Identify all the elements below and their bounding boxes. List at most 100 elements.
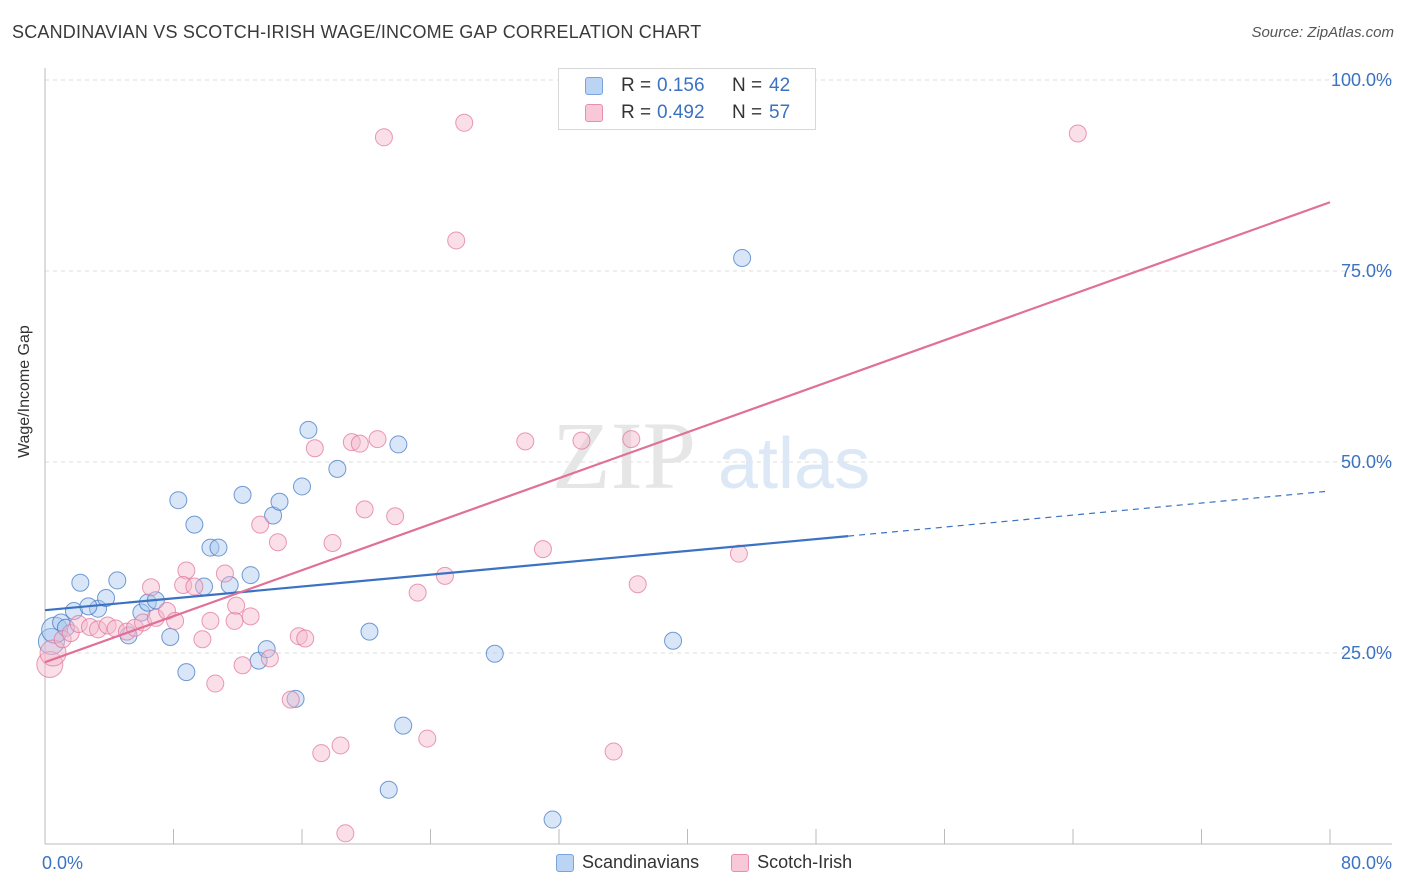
scandinavians-point — [37, 628, 65, 656]
scotch-irish-point — [69, 614, 88, 633]
scotch-irish-point — [39, 639, 67, 667]
scandinavians-point — [379, 780, 398, 799]
scotch-irish-point — [533, 540, 552, 559]
scandinavians-trend-extension — [848, 490, 1331, 537]
watermark-atlas: atlas — [718, 424, 870, 504]
legend-r-label: R = — [621, 75, 652, 96]
scotch-irish-point — [206, 674, 225, 693]
scotch-irish-point — [281, 690, 300, 709]
scotch-irish-point — [193, 630, 212, 649]
scotch-irish-point — [251, 515, 270, 534]
correlation-legend: R = 0.156 N = 42 R = 0.492 N = 57 — [558, 68, 816, 130]
watermark: ZIP atlas — [552, 402, 870, 509]
scotch-irish-point — [201, 611, 220, 630]
legend-n-value: 57 — [769, 102, 791, 123]
chart-title: SCANDINAVIAN VS SCOTCH-IRISH WAGE/INCOME… — [12, 22, 702, 42]
source-label: Source: ZipAtlas.com — [1251, 24, 1394, 41]
scotch-irish-point — [336, 824, 355, 843]
scotch-irish-point — [628, 575, 647, 594]
legend-n-value: 42 — [769, 75, 791, 96]
legend-item-scandinavians[interactable]: Scandinavians — [556, 852, 699, 873]
scandinavians-point — [543, 810, 562, 829]
scotch-irish-point — [368, 430, 387, 449]
scotch-irish-point — [350, 434, 369, 453]
scandinavians-trend-line — [44, 535, 849, 612]
scandinavians-point — [108, 571, 127, 590]
scotch-irish-point — [185, 577, 204, 596]
legend-r-label: R = — [621, 102, 652, 123]
scandinavians-point — [241, 566, 260, 585]
scotch-irish-point — [225, 611, 244, 630]
scotch-irish-point — [233, 656, 252, 675]
axes — [44, 68, 1392, 845]
scotch-irish-point — [1068, 124, 1087, 143]
scotch-irish-point — [435, 566, 454, 585]
tick-labels: 25.0% 50.0% 75.0% 100.0% 0.0% 80.0% — [42, 70, 1392, 873]
scotch-irish-point — [177, 561, 196, 580]
series-legend: Scandinavians Scotch-Irish — [556, 852, 852, 873]
legend-item-scotch-irish[interactable]: Scotch-Irish — [731, 852, 852, 873]
scandinavians-point — [233, 485, 252, 504]
scotch-irish-point — [516, 432, 535, 451]
scandinavians-point — [177, 663, 196, 682]
scotch-irish-point — [142, 578, 161, 597]
legend-swatch-pink — [585, 104, 603, 122]
legend-label-scandinavians: Scandinavians — [582, 852, 700, 872]
scandinavians-point — [169, 491, 188, 510]
scandinavians-points — [37, 249, 752, 829]
scotch-irish-point — [305, 439, 324, 458]
scandinavians-point — [328, 459, 347, 478]
gridlines — [45, 79, 1392, 654]
scotch-irish-point — [447, 231, 466, 250]
scandinavians-point — [71, 573, 90, 592]
scotch-irish-point — [572, 431, 591, 450]
scandinavians-point — [299, 420, 318, 439]
legend-swatch-pink — [731, 853, 750, 872]
scandinavians-point — [360, 622, 379, 641]
scandinavians-point — [733, 249, 752, 268]
scandinavians-point — [394, 716, 413, 735]
scotch-irish-point — [268, 533, 287, 552]
scotch-irish-point — [296, 629, 315, 648]
scotch-irish-point — [418, 729, 437, 748]
scotch-irish-point — [622, 430, 641, 449]
scotch-irish-point — [331, 736, 350, 755]
scotch-irish-point — [374, 128, 393, 147]
scotch-irish-point — [408, 583, 427, 602]
scotch-irish-point — [174, 576, 193, 595]
scotch-irish-point — [227, 596, 246, 615]
scotch-irish-point — [386, 507, 405, 526]
legend-n-label: N = — [732, 75, 763, 96]
legend-swatch-blue — [556, 853, 574, 872]
scotch-irish-point — [215, 564, 234, 583]
x-tick-label: 0.0% — [42, 853, 83, 873]
y-tick-label: 50.0% — [1341, 452, 1392, 472]
scotch-irish-points — [36, 113, 1087, 843]
scandinavians-point — [97, 588, 116, 607]
scandinavians-point — [485, 644, 504, 663]
trend-lines — [44, 201, 1331, 664]
scandinavians-point — [209, 538, 228, 557]
scotch-irish-trend-line — [44, 201, 1331, 664]
y-tick-label: 25.0% — [1341, 643, 1392, 663]
scandinavians-point — [185, 515, 204, 534]
scandinavians-point — [270, 492, 289, 511]
scotch-irish-point — [604, 742, 623, 761]
legend-label-scotch-irish: Scotch-Irish — [757, 852, 853, 872]
legend-r-value: 0.492 — [657, 102, 705, 123]
scotch-irish-point — [455, 113, 474, 132]
y-tick-label: 75.0% — [1341, 261, 1392, 281]
scotch-irish-point — [312, 744, 331, 763]
scandinavians-point — [664, 631, 683, 650]
scotch-irish-point — [260, 649, 279, 668]
y-tick-label: 100.0% — [1331, 70, 1392, 90]
scandinavians-point — [161, 627, 180, 646]
legend-r-value: 0.156 — [657, 75, 705, 96]
scotch-irish-point — [355, 500, 374, 519]
scandinavians-point — [293, 477, 311, 496]
scotch-irish-point — [241, 607, 260, 626]
y-axis-label: Wage/Income Gap — [16, 325, 33, 458]
scandinavians-point — [389, 435, 408, 454]
legend-n-label: N = — [732, 102, 763, 123]
